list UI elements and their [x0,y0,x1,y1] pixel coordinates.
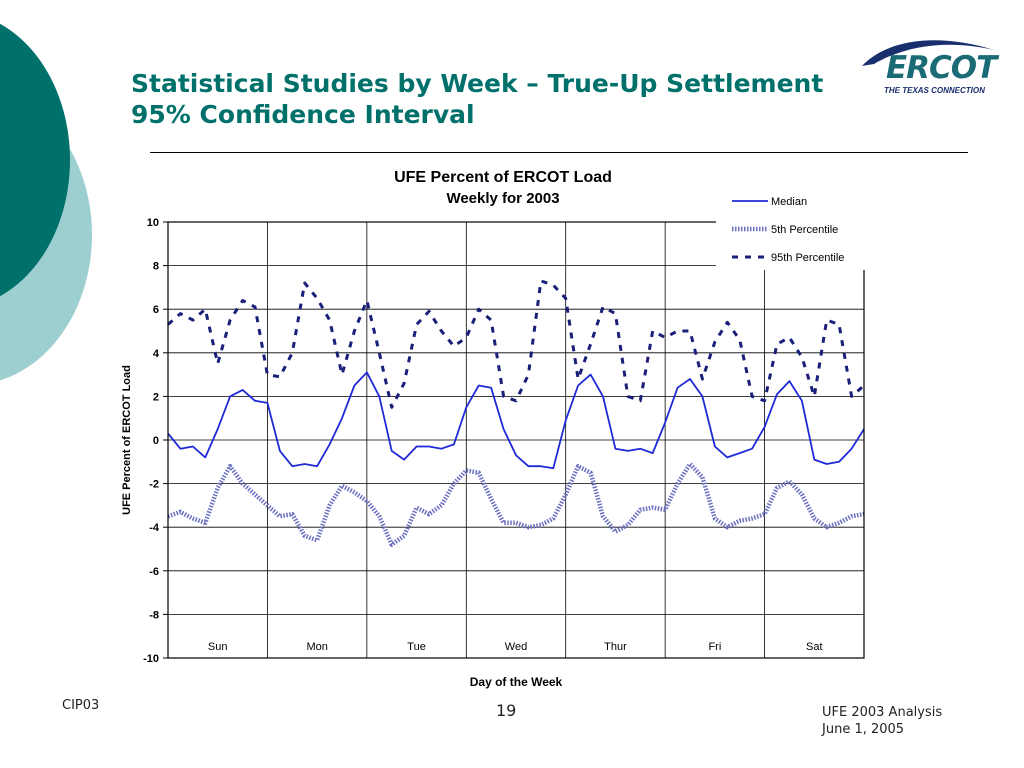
y-tick-label: -6 [149,566,159,578]
y-tick-label: 10 [147,217,159,229]
logo-tagline: THE TEXAS CONNECTION [884,86,985,95]
logo-swoosh-icon [862,40,994,66]
plot-frame [167,221,865,659]
x-category-label: Mon [306,641,327,653]
x-axis-label: Day of the Week [470,675,563,689]
title-divider [150,152,968,153]
series-line-5th-percentile [167,461,865,547]
x-category-label: Tue [407,641,426,653]
legend-entry: 5th Percentile [771,224,838,236]
y-tick-label: 0 [153,435,159,447]
series-line-95th-percentile [167,279,865,409]
y-tick-label: -8 [149,609,159,621]
x-category-label: Sun [208,641,228,653]
logo-wordmark: ERCOT [886,50,997,86]
y-axis: -10 -8 -6 -4 -2 0 2 4 6 8 10 [143,217,168,665]
slide-title: Statistical Studies by Week – True-Up Se… [131,68,891,130]
chart-title-line2: Weekly for 2003 [446,190,559,207]
y-tick-label: 6 [153,304,159,316]
chart-series [167,279,865,547]
ercot-logo: ERCOT THE TEXAS CONNECTION [856,32,998,102]
chart-legend: Median 5th Percentile 95th Percentile [716,186,866,270]
x-category-label: Thur [604,641,627,653]
y-tick-label: 4 [153,348,160,360]
legend-entry: 95th Percentile [771,252,844,264]
footer-label: CIP03 [62,698,100,713]
slide-decoration [0,23,92,381]
x-category-label: Wed [505,641,527,653]
x-category-label: Fri [708,641,721,653]
y-tick-label: -2 [149,479,159,491]
chart-grid [168,222,864,658]
series-line-median [167,371,865,470]
decoration-dark-circle [0,23,70,297]
page-number: 19 [496,701,517,720]
ufe-chart: UFE Percent of ERCOT Load Weekly for 200… [121,169,866,689]
y-tick-label: -4 [149,522,160,534]
x-category-label: Sat [806,641,823,653]
footer-caption: UFE 2003 Analysis June 1, 2005 [822,705,943,737]
x-axis-categories: Sun Mon Tue Wed Thur Fri Sat [208,641,823,653]
y-tick-label: 8 [153,261,159,273]
y-axis-label: UFE Percent of ERCOT Load [121,365,133,515]
y-tick-label: 2 [153,391,159,403]
chart-title-line1: UFE Percent of ERCOT Load [394,169,612,186]
slide-title-line1: Statistical Studies by Week – True-Up Se… [131,69,824,98]
slide-title-line2: 95% Confidence Interval [131,100,475,129]
y-tick-label: -10 [143,653,159,665]
legend-entry: Median [771,196,807,208]
